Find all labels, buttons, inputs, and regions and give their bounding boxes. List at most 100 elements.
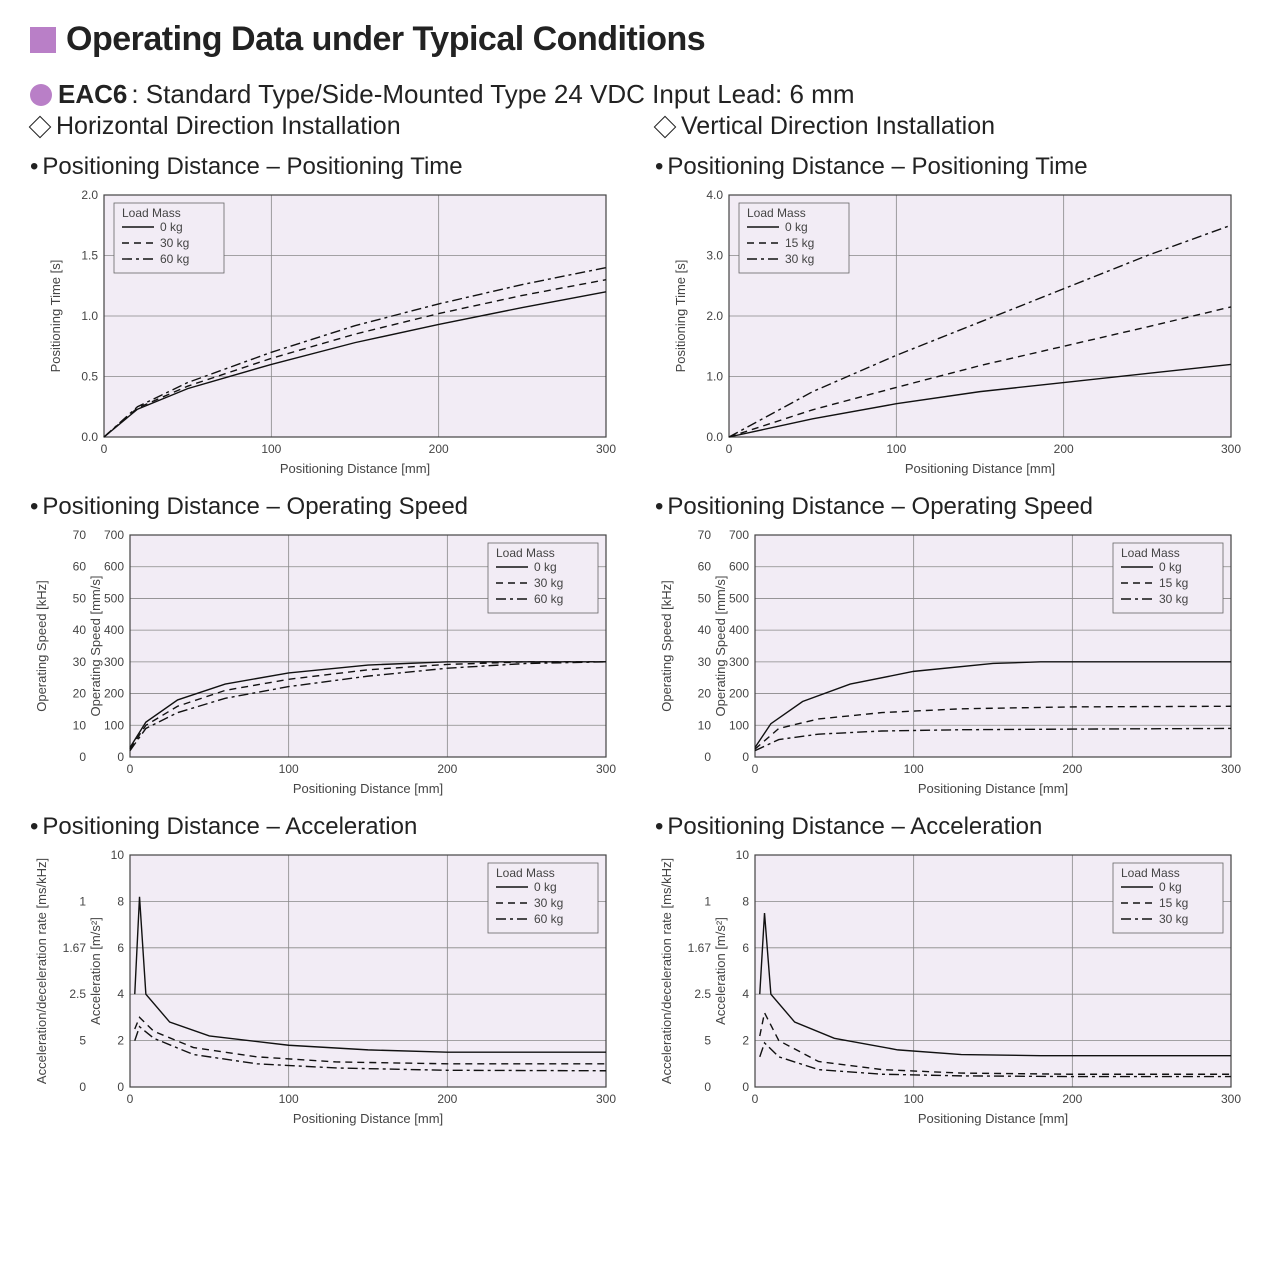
svg-text:0: 0 [117,1080,124,1094]
svg-text:6: 6 [742,941,749,955]
svg-text:600: 600 [729,560,749,574]
svg-text:100: 100 [261,442,281,456]
svg-text:1.67: 1.67 [63,941,87,955]
svg-text:400: 400 [729,623,749,637]
svg-text:5: 5 [704,1034,711,1048]
svg-text:0 kg: 0 kg [534,560,557,574]
header-square-icon [30,27,56,53]
svg-text:Positioning Distance [mm]: Positioning Distance [mm] [280,461,430,476]
subheader-circle-icon [30,84,52,106]
svg-text:1.0: 1.0 [706,370,723,384]
svg-text:4: 4 [117,987,124,1001]
svg-text:Acceleration/deceleration rate: Acceleration/deceleration rate [ms/kHz] [659,858,674,1084]
svg-text:20: 20 [698,687,712,701]
svg-text:300: 300 [1221,442,1241,456]
chart-svg: 01002003000.00.51.01.52.0Positioning Dis… [30,183,620,483]
svg-text:700: 700 [729,528,749,542]
svg-text:10: 10 [111,848,125,862]
svg-text:Positioning Time [s]: Positioning Time [s] [48,260,63,373]
svg-text:2: 2 [742,1034,749,1048]
svg-text:30 kg: 30 kg [785,252,814,266]
chart-title: Positioning Distance – Positioning Time [30,153,625,181]
svg-text:200: 200 [429,442,449,456]
product-code: EAC6 [58,79,127,110]
svg-text:20: 20 [73,687,87,701]
svg-text:60 kg: 60 kg [534,912,563,926]
svg-text:0: 0 [101,442,108,456]
chart-title: Positioning Distance – Acceleration [655,813,1250,841]
svg-text:200: 200 [437,762,457,776]
svg-text:0.0: 0.0 [706,430,723,444]
svg-text:Positioning Time [s]: Positioning Time [s] [673,260,688,373]
svg-text:0: 0 [79,1080,86,1094]
svg-text:4.0: 4.0 [706,188,723,202]
svg-text:100: 100 [279,1092,299,1106]
svg-text:Acceleration [m/s²]: Acceleration [m/s²] [713,917,728,1025]
svg-text:100: 100 [279,762,299,776]
svg-text:Positioning Distance [mm]: Positioning Distance [mm] [918,781,1068,796]
svg-text:Positioning Distance [mm]: Positioning Distance [mm] [905,461,1055,476]
svg-text:500: 500 [104,591,124,605]
column-title: Horizontal Direction Installation [56,112,401,141]
svg-text:Positioning Distance [mm]: Positioning Distance [mm] [918,1111,1068,1126]
svg-text:0 kg: 0 kg [534,880,557,894]
svg-text:30 kg: 30 kg [1159,592,1188,606]
chart-title: Positioning Distance – Acceleration [30,813,625,841]
chart-svg: 0100200300010020030040050060070001020304… [655,523,1245,803]
svg-text:40: 40 [698,623,712,637]
svg-text:300: 300 [1221,762,1241,776]
svg-text:600: 600 [104,560,124,574]
chart-title: Positioning Distance – Operating Speed [655,493,1250,521]
svg-text:100: 100 [904,762,924,776]
svg-text:0: 0 [752,1092,759,1106]
svg-text:0 kg: 0 kg [785,220,808,234]
svg-text:0.5: 0.5 [81,370,98,384]
svg-text:6: 6 [117,941,124,955]
svg-text:1: 1 [704,894,711,908]
svg-text:300: 300 [1221,1092,1241,1106]
svg-text:30: 30 [73,655,87,669]
svg-text:60: 60 [698,560,712,574]
svg-text:200: 200 [104,687,124,701]
svg-text:8: 8 [742,894,749,908]
svg-text:30 kg: 30 kg [534,896,563,910]
main-header: Operating Data under Typical Conditions [30,20,1250,59]
svg-text:700: 700 [104,528,124,542]
svg-text:200: 200 [1054,442,1074,456]
svg-text:0: 0 [117,750,124,764]
chart-svg: 01002003000.01.02.03.04.0Positioning Dis… [655,183,1245,483]
svg-text:15 kg: 15 kg [1159,576,1188,590]
svg-text:300: 300 [104,655,124,669]
svg-text:Positioning Distance [mm]: Positioning Distance [mm] [293,781,443,796]
svg-text:1: 1 [79,894,86,908]
svg-text:10: 10 [73,718,87,732]
svg-text:0 kg: 0 kg [1159,880,1182,894]
svg-text:15 kg: 15 kg [1159,896,1188,910]
svg-text:5: 5 [79,1034,86,1048]
svg-text:300: 300 [596,1092,616,1106]
svg-text:100: 100 [104,718,124,732]
diamond-icon [654,115,677,138]
svg-text:Load Mass: Load Mass [747,206,806,220]
svg-text:10: 10 [698,718,712,732]
subheader: EAC6 : Standard Type/Side-Mounted Type 2… [30,79,1250,110]
chart-vos: Positioning Distance – Operating Speed01… [655,489,1250,803]
svg-text:50: 50 [73,591,87,605]
svg-text:0: 0 [79,750,86,764]
svg-text:0 kg: 0 kg [1159,560,1182,574]
svg-text:0: 0 [726,442,733,456]
svg-text:50: 50 [698,591,712,605]
right-column-header: Vertical Direction Installation [655,112,1250,141]
product-desc: : Standard Type/Side-Mounted Type 24 VDC… [131,79,854,110]
main-title: Operating Data under Typical Conditions [66,20,705,59]
chart-svg: 01002003000246810052.51.671Acceleration/… [30,843,620,1133]
svg-text:0 kg: 0 kg [160,220,183,234]
svg-text:4: 4 [742,987,749,1001]
svg-text:Load Mass: Load Mass [1121,546,1180,560]
column-title: Vertical Direction Installation [681,112,995,141]
svg-text:200: 200 [1062,1092,1082,1106]
chart-grid: Horizontal Direction Installation Vertica… [30,112,1250,1133]
svg-text:3.0: 3.0 [706,249,723,263]
svg-text:100: 100 [886,442,906,456]
svg-text:2.5: 2.5 [69,987,86,1001]
